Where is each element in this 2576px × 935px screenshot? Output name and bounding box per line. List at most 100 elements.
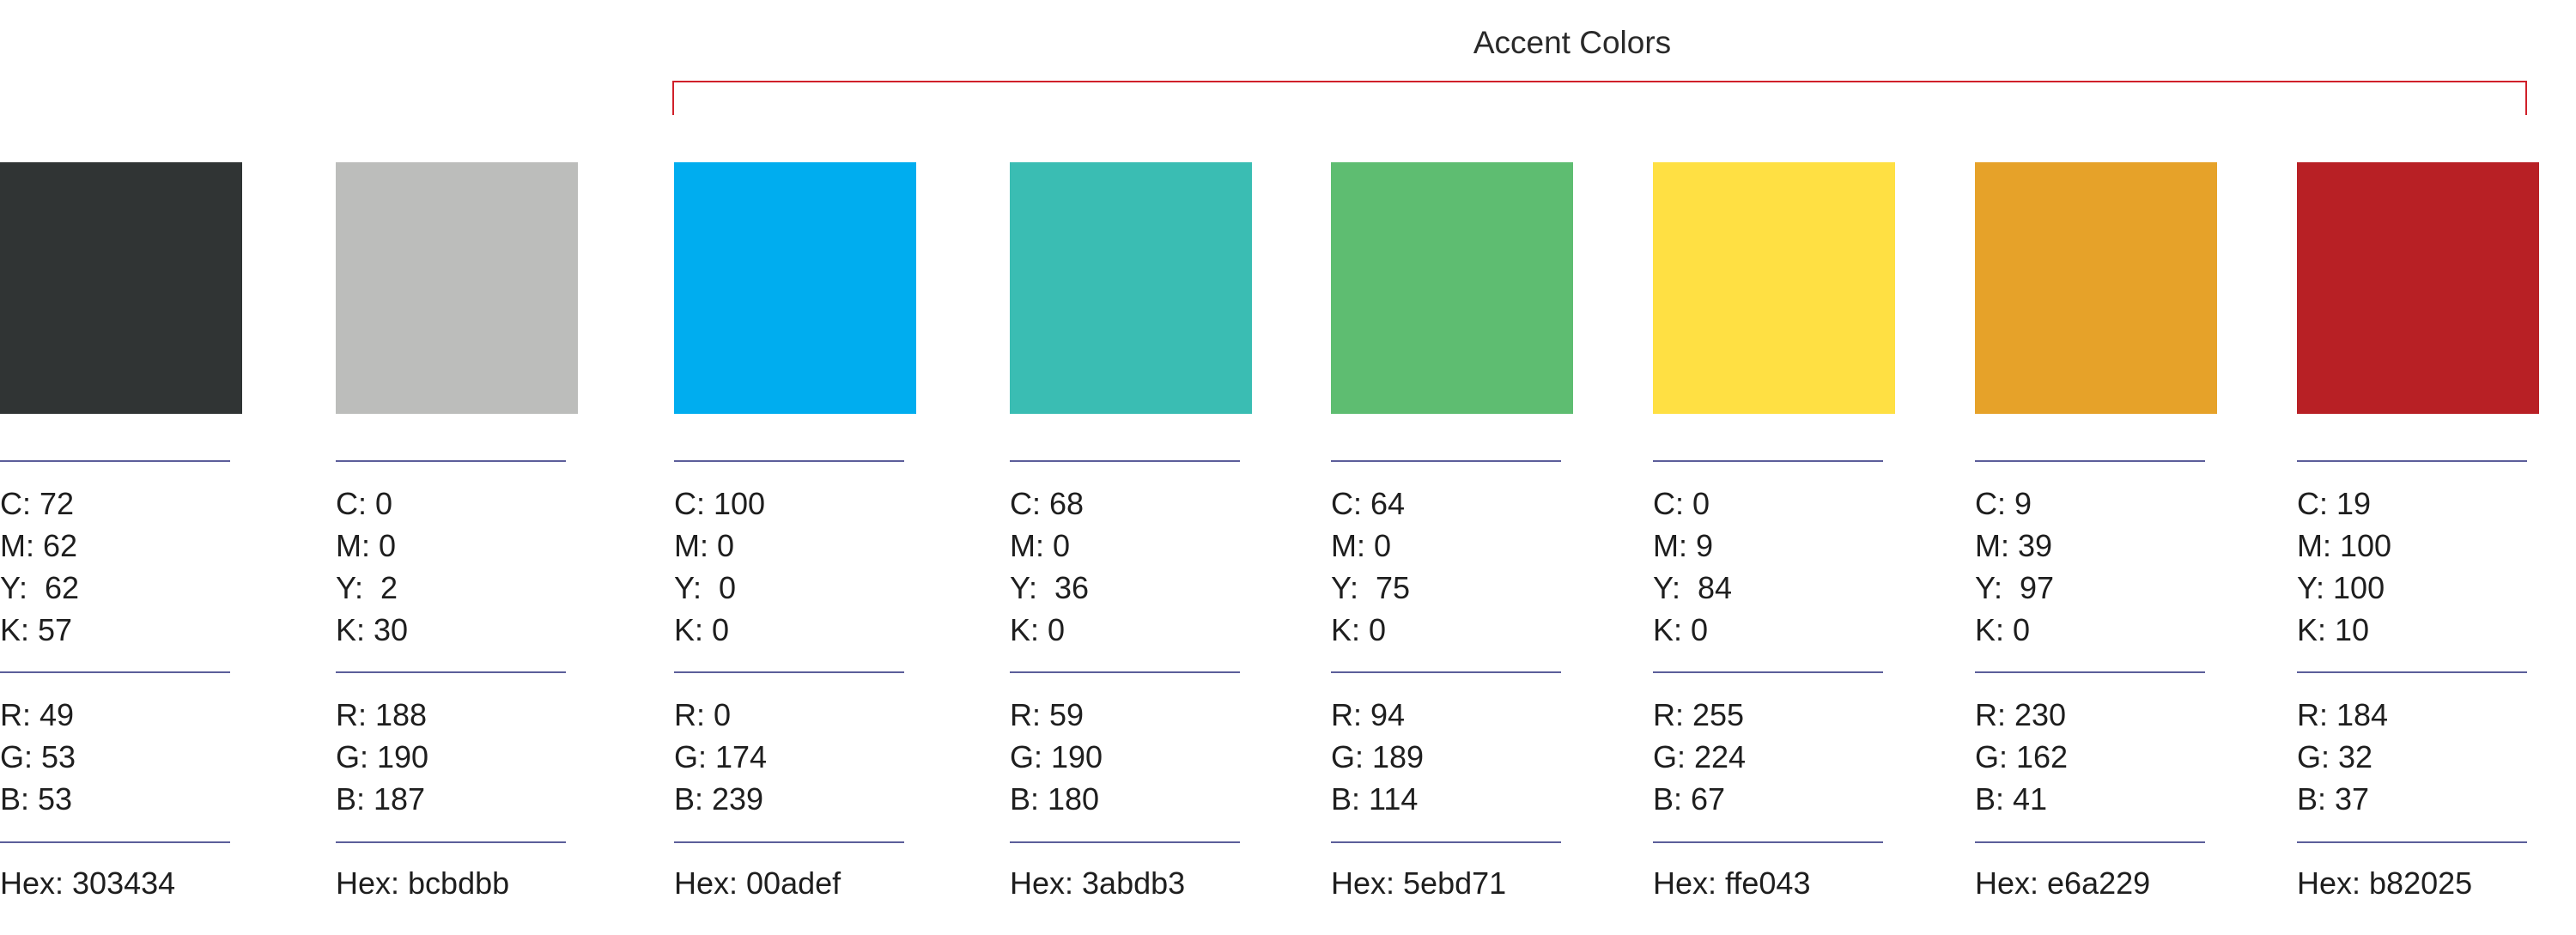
cmyk-k-value: K: 0 [674, 612, 730, 647]
divider [674, 841, 904, 843]
rgb-b-value: B: 239 [674, 781, 764, 817]
cmyk-k-value: K: 0 [1653, 612, 1709, 647]
divider [1010, 460, 1240, 462]
rgb-g-value: G: 53 [0, 739, 76, 774]
divider [0, 671, 230, 673]
rgb-r-value: R: 49 [0, 697, 75, 732]
hex-value: Hex: 5ebd71 [1331, 865, 1507, 901]
cmyk-y-value: Y: 75 [1331, 570, 1411, 605]
cmyk-k-value: K: 0 [1331, 612, 1387, 647]
color-swatch-3 [674, 162, 916, 414]
rgb-r-value: R: 59 [1010, 697, 1084, 732]
swatch-column-5: C: 64 M: 0 Y: 75 K: 0 R: 94 G: 189 B: 11… [1331, 0, 1589, 935]
rgb-b-value: B: 67 [1653, 781, 1726, 817]
cmyk-k-value: K: 57 [0, 612, 73, 647]
cmyk-c-value: C: 0 [336, 486, 393, 521]
cmyk-k-value: K: 10 [2297, 612, 2370, 647]
color-swatch-1 [0, 162, 242, 414]
cmyk-y-value: Y: 100 [2297, 570, 2385, 605]
divider [1010, 671, 1240, 673]
rgb-g-value: G: 224 [1653, 739, 1747, 774]
cmyk-y-value: Y: 36 [1010, 570, 1090, 605]
cmyk-c-value: C: 68 [1010, 486, 1084, 521]
divider [1975, 841, 2205, 843]
hex-value: Hex: 00adef [674, 865, 841, 901]
rgb-r-value: R: 184 [2297, 697, 2389, 732]
cmyk-k-value: K: 0 [1975, 612, 2031, 647]
color-swatch-8 [2297, 162, 2539, 414]
cmyk-c-value: C: 19 [2297, 486, 2372, 521]
accent-colors-bracket [672, 81, 2527, 115]
divider [1010, 841, 1240, 843]
hex-value: Hex: b82025 [2297, 865, 2473, 901]
divider [336, 671, 566, 673]
swatch-column-8: C: 19 M: 100 Y: 100 K: 10 R: 184 G: 32 B… [2297, 0, 2555, 935]
hex-value: Hex: 3abdb3 [1010, 865, 1186, 901]
divider [1653, 841, 1883, 843]
rgb-b-value: B: 187 [336, 781, 426, 817]
cmyk-c-value: C: 9 [1975, 486, 2032, 521]
swatch-column-3: C: 100 M: 0 Y: 0 K: 0 R: 0 G: 174 B: 239… [674, 0, 932, 935]
rgb-g-value: G: 174 [674, 739, 768, 774]
rgb-b-value: B: 53 [0, 781, 73, 817]
cmyk-m-value: M: 9 [1653, 528, 1714, 563]
rgb-g-value: G: 189 [1331, 739, 1425, 774]
divider [1331, 460, 1561, 462]
swatch-column-1: C: 72 M: 62 Y: 62 K: 57 R: 49 G: 53 B: 5… [0, 0, 258, 935]
rgb-g-value: G: 190 [1010, 739, 1103, 774]
divider [1653, 460, 1883, 462]
color-swatch-6 [1653, 162, 1895, 414]
cmyk-m-value: M: 39 [1975, 528, 2053, 563]
divider [2297, 841, 2527, 843]
cmyk-y-value: Y: 62 [0, 570, 80, 605]
rgb-r-value: R: 230 [1975, 697, 2067, 732]
cmyk-c-value: C: 72 [0, 486, 75, 521]
hex-value: Hex: bcbdbb [336, 865, 510, 901]
swatch-column-4: C: 68 M: 0 Y: 36 K: 0 R: 59 G: 190 B: 18… [1010, 0, 1267, 935]
cmyk-c-value: C: 100 [674, 486, 766, 521]
divider [1975, 460, 2205, 462]
cmyk-y-value: Y: 2 [336, 570, 398, 605]
divider [0, 841, 230, 843]
cmyk-y-value: Y: 0 [674, 570, 737, 605]
rgb-b-value: B: 37 [2297, 781, 2370, 817]
rgb-r-value: R: 94 [1331, 697, 1406, 732]
cmyk-m-value: M: 100 [2297, 528, 2392, 563]
color-swatch-4 [1010, 162, 1252, 414]
accent-colors-title: Accent Colors [1473, 25, 1672, 60]
divider [336, 460, 566, 462]
rgb-g-value: G: 190 [336, 739, 429, 774]
divider [1331, 671, 1561, 673]
swatch-column-7: C: 9 M: 39 Y: 97 K: 0 R: 230 G: 162 B: 4… [1975, 0, 2233, 935]
swatch-column-2: C: 0 M: 0 Y: 2 K: 30 R: 188 G: 190 B: 18… [336, 0, 593, 935]
color-swatch-5 [1331, 162, 1573, 414]
rgb-r-value: R: 255 [1653, 697, 1745, 732]
cmyk-k-value: K: 30 [336, 612, 409, 647]
color-swatch-2 [336, 162, 578, 414]
cmyk-m-value: M: 0 [1331, 528, 1392, 563]
color-swatch-7 [1975, 162, 2217, 414]
rgb-r-value: R: 0 [674, 697, 732, 732]
cmyk-y-value: Y: 84 [1653, 570, 1733, 605]
divider [2297, 671, 2527, 673]
cmyk-m-value: M: 62 [0, 528, 78, 563]
cmyk-c-value: C: 0 [1653, 486, 1710, 521]
divider [2297, 460, 2527, 462]
rgb-g-value: G: 32 [2297, 739, 2373, 774]
rgb-b-value: B: 114 [1331, 781, 1419, 817]
hex-value: Hex: 303434 [0, 865, 176, 901]
cmyk-k-value: K: 0 [1010, 612, 1066, 647]
cmyk-c-value: C: 64 [1331, 486, 1406, 521]
cmyk-m-value: M: 0 [336, 528, 397, 563]
divider [1331, 841, 1561, 843]
divider [674, 671, 904, 673]
divider [1975, 671, 2205, 673]
rgb-b-value: B: 180 [1010, 781, 1100, 817]
cmyk-y-value: Y: 97 [1975, 570, 2055, 605]
swatch-column-6: C: 0 M: 9 Y: 84 K: 0 R: 255 G: 224 B: 67… [1653, 0, 1911, 935]
divider [674, 460, 904, 462]
hex-value: Hex: e6a229 [1975, 865, 2151, 901]
cmyk-m-value: M: 0 [674, 528, 735, 563]
rgb-g-value: G: 162 [1975, 739, 2069, 774]
divider [336, 841, 566, 843]
